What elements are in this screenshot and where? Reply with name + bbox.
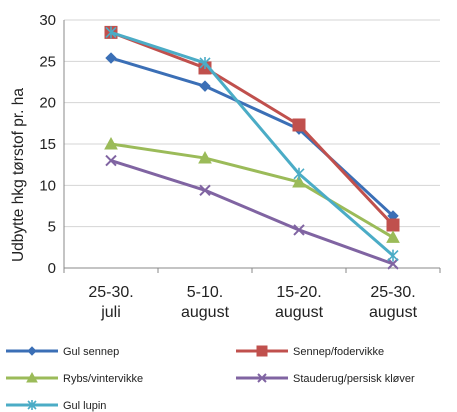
legend-item: Gul sennep: [6, 346, 119, 358]
x-tick-label: 25-30.: [370, 284, 415, 301]
data-point: [256, 345, 268, 357]
y-axis-label: Udbytte hkg tørstof pr. ha: [10, 88, 27, 262]
y-tick-label: 0: [48, 260, 56, 277]
y-tick-label: 10: [39, 177, 56, 194]
x-tick-label: juli: [100, 304, 121, 321]
series-0: [105, 52, 399, 222]
series-line: [110, 142, 394, 239]
data-point: [198, 151, 212, 164]
series-line: [110, 30, 394, 257]
series-2: [104, 136, 400, 243]
legend-item: Gul lupin: [6, 400, 106, 412]
legend-label: Stauderug/persisk kløver: [293, 373, 415, 385]
y-tick-label: 20: [39, 95, 56, 112]
x-tick-label: 25-30.: [88, 284, 133, 301]
grid-lines: [64, 19, 440, 228]
data-point: [292, 174, 306, 188]
legend-item: Rybs/vintervikke: [6, 371, 143, 385]
series-3: [105, 154, 399, 270]
data-point: [27, 400, 37, 410]
data-point: [105, 154, 117, 167]
data-point: [199, 56, 211, 69]
series-line: [110, 30, 395, 227]
x-tick-label: august: [369, 304, 418, 321]
data-point: [27, 346, 37, 356]
x-tick-label: 15-20.: [276, 284, 321, 301]
data-point: [257, 373, 267, 383]
x-tick-label: august: [181, 304, 230, 321]
y-tick-label: 15: [39, 136, 56, 153]
legend-item: Sennep/fodervikke: [236, 345, 384, 358]
data-point: [292, 118, 306, 132]
legend: Gul sennep Sennep/fodervikke Rybs/vintervi…: [6, 345, 415, 412]
data-point: [387, 249, 399, 262]
data-point: [105, 52, 117, 64]
series-line: [110, 159, 394, 266]
data-point: [293, 167, 305, 180]
data-point: [199, 80, 211, 92]
y-tick-labels: 0 5 10 15 20 25 30: [39, 12, 56, 277]
legend-label: Sennep/fodervikke: [293, 346, 384, 358]
series-1: [104, 25, 400, 232]
data-point: [199, 184, 211, 197]
x-tick-label: 5-10.: [187, 284, 223, 301]
legend-label: Gul lupin: [63, 400, 106, 412]
data-point: [26, 371, 38, 383]
y-tick-label: 5: [48, 219, 56, 236]
series-line: [110, 56, 395, 218]
legend-item: Stauderug/persisk kløver: [236, 373, 415, 385]
axes: [63, 20, 441, 273]
data-point: [105, 26, 117, 39]
data-point: [386, 218, 400, 232]
x-tick-label: august: [275, 304, 324, 321]
y-tick-label: 25: [39, 53, 56, 70]
data-point: [293, 224, 305, 236]
series-4: [105, 26, 399, 262]
data-point: [386, 230, 400, 243]
legend-label: Rybs/vintervikke: [63, 373, 143, 385]
x-tick-labels: 25-30. juli 5-10. august 15-20. august 25-30. a…: [88, 284, 417, 321]
series-layer: [104, 25, 400, 270]
data-point: [104, 136, 118, 150]
y-tick-label: 30: [39, 12, 56, 29]
legend-label: Gul sennep: [63, 346, 119, 358]
data-point: [387, 258, 399, 270]
